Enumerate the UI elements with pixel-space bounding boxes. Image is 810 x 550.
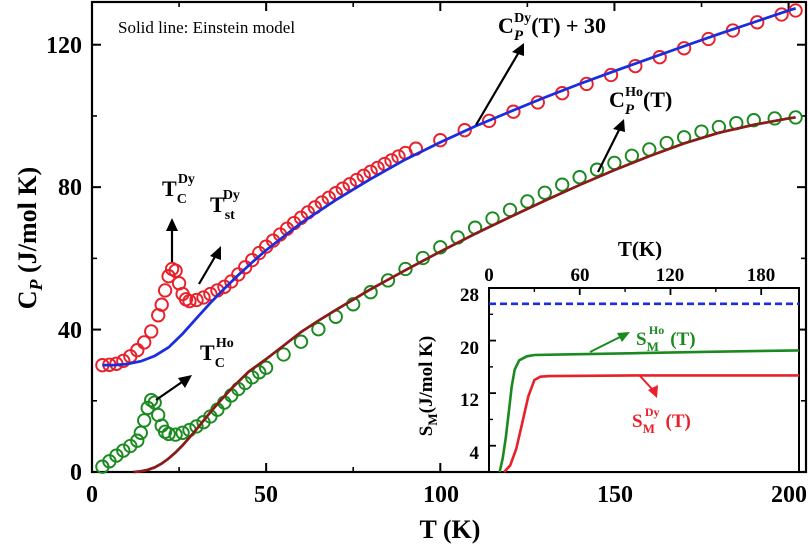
data-point-s2-57 <box>767 111 782 126</box>
y-tick-label-0: 0 <box>70 460 82 486</box>
tc-ho-label: TCHo <box>155 336 234 401</box>
y-tick-label-80: 80 <box>58 175 82 201</box>
data-point-s0-17 <box>182 293 197 309</box>
data-point-s2-31 <box>311 322 326 337</box>
inset-x-tick-label-120: 120 <box>656 265 685 286</box>
svg-text:CPDy(T) + 30: CPDy(T) + 30 <box>498 11 606 44</box>
data-point-s0-13 <box>168 263 183 278</box>
data-point-s2-18 <box>189 419 204 434</box>
inset-x-tick-label-60: 60 <box>571 265 590 286</box>
data-point-s2-44 <box>537 185 552 200</box>
data-point-s0-18 <box>189 292 204 308</box>
data-point-s0-19 <box>196 290 211 305</box>
data-point-s2-28 <box>258 360 274 375</box>
data-point-s2-47 <box>589 162 605 177</box>
data-point-s2-6 <box>133 425 148 440</box>
data-point-s0-3 <box>116 353 131 369</box>
x-tick-label-0: 0 <box>86 482 98 508</box>
inset-x-axis-label: T(K) <box>618 237 662 261</box>
main-series <box>95 3 803 474</box>
inset-ticks <box>488 287 763 447</box>
x-tick-label-200: 200 <box>771 482 807 508</box>
data-point-s2-45 <box>555 177 570 192</box>
svg-text:TCDy: TCDy <box>162 172 195 207</box>
x-tick-label-100: 100 <box>423 482 459 508</box>
data-point-s2-15 <box>168 427 183 442</box>
data-point-s0-20 <box>203 286 218 302</box>
inset-y-tick-label-20: 20 <box>460 338 479 359</box>
svg-text:TstDy: TstDy <box>210 188 240 223</box>
tc-dy-label: TCDy <box>162 172 195 262</box>
data-point-s0-51 <box>457 123 472 138</box>
inset-y-tick-label-28: 28 <box>460 285 479 306</box>
data-point-s2-3 <box>116 443 131 458</box>
x-tick-label-150: 150 <box>597 482 633 508</box>
y-tick-label-40: 40 <box>58 318 82 344</box>
main-plot-frame <box>90 0 808 474</box>
data-point-s2-35 <box>380 273 396 288</box>
data-point-s0-7 <box>144 324 159 339</box>
data-point-s2-16 <box>175 425 190 440</box>
inset-x-tick-label-0: 0 <box>484 265 494 286</box>
data-point-s2-30 <box>293 334 309 349</box>
inset-series-line-1 <box>498 349 800 473</box>
series-line-top-1 <box>102 7 796 367</box>
x-axis-label: T (K) <box>420 515 481 544</box>
model-annotation: Solid line: Einstein model <box>118 18 295 37</box>
series-line-top-3 <box>133 116 796 474</box>
inset-series <box>489 302 800 473</box>
x-tick-label-50: 50 <box>254 482 278 508</box>
inset-plot: 0 60 120 180 4 12 20 28 T(K) SM(J/mol K)… <box>416 237 800 473</box>
data-point-s2-36 <box>398 261 413 277</box>
data-point-s2-56 <box>746 113 761 128</box>
y-axis-label: CP (J/mol K) <box>13 167 46 309</box>
data-point-s2-29 <box>276 347 291 362</box>
data-point-s0-52 <box>481 113 497 129</box>
inset-y-axis-label: SM(J/mol K) <box>416 336 440 436</box>
data-point-s0-9 <box>154 297 169 312</box>
data-point-s0-10 <box>157 283 173 298</box>
data-point-s2-7 <box>137 413 152 428</box>
data-point-s2-46 <box>572 170 587 185</box>
svg-text:CPHo(T): CPHo(T) <box>609 85 672 118</box>
inset-x-tick-label-180: 180 <box>747 265 776 286</box>
main-plot: 0 50 100 150 200 0 40 80 120 T (K) CP (J… <box>13 0 808 544</box>
inset-series-line-2 <box>503 374 799 473</box>
inset-y-tick-label-4: 4 <box>470 443 480 464</box>
data-point-s0-6 <box>137 335 152 350</box>
y-tick-label-120: 120 <box>46 33 82 59</box>
svg-text:TCHo: TCHo <box>200 336 234 371</box>
data-point-s2-14 <box>161 426 176 442</box>
inset-y-tick-label-12: 12 <box>460 390 479 411</box>
data-point-s2-5 <box>130 433 145 448</box>
